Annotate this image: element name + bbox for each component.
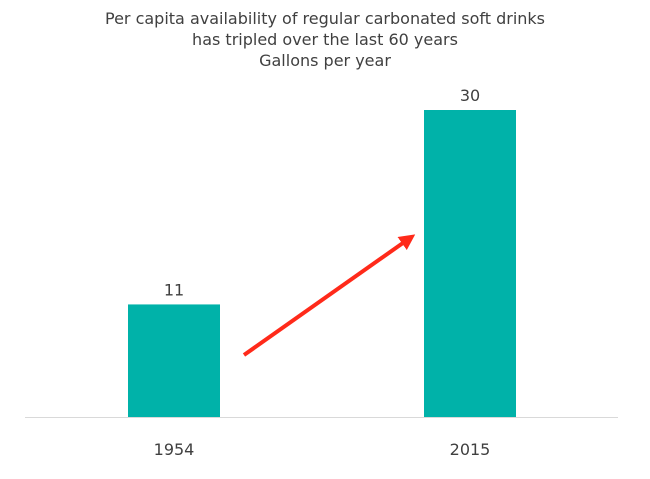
plot-area: 11 1954 30 2015 [25, 86, 618, 459]
bar-1954 [128, 304, 220, 417]
chart-subtitle: Gallons per year [259, 51, 391, 70]
data-label-1954: 11 [164, 280, 184, 299]
chart-title: Per capita availability of regular carbo… [0, 8, 650, 71]
chart-title-line-1: Per capita availability of regular carbo… [104, 9, 546, 28]
data-label-2015: 30 [460, 86, 480, 105]
x-tick-label-2015: 2015 [450, 440, 491, 459]
bar-2015 [424, 110, 516, 417]
growth-arrow-annotation [242, 234, 416, 357]
x-tick-label-1954: 1954 [154, 440, 195, 459]
chart-title-line-2: has tripled over the last 60 years [192, 30, 458, 49]
